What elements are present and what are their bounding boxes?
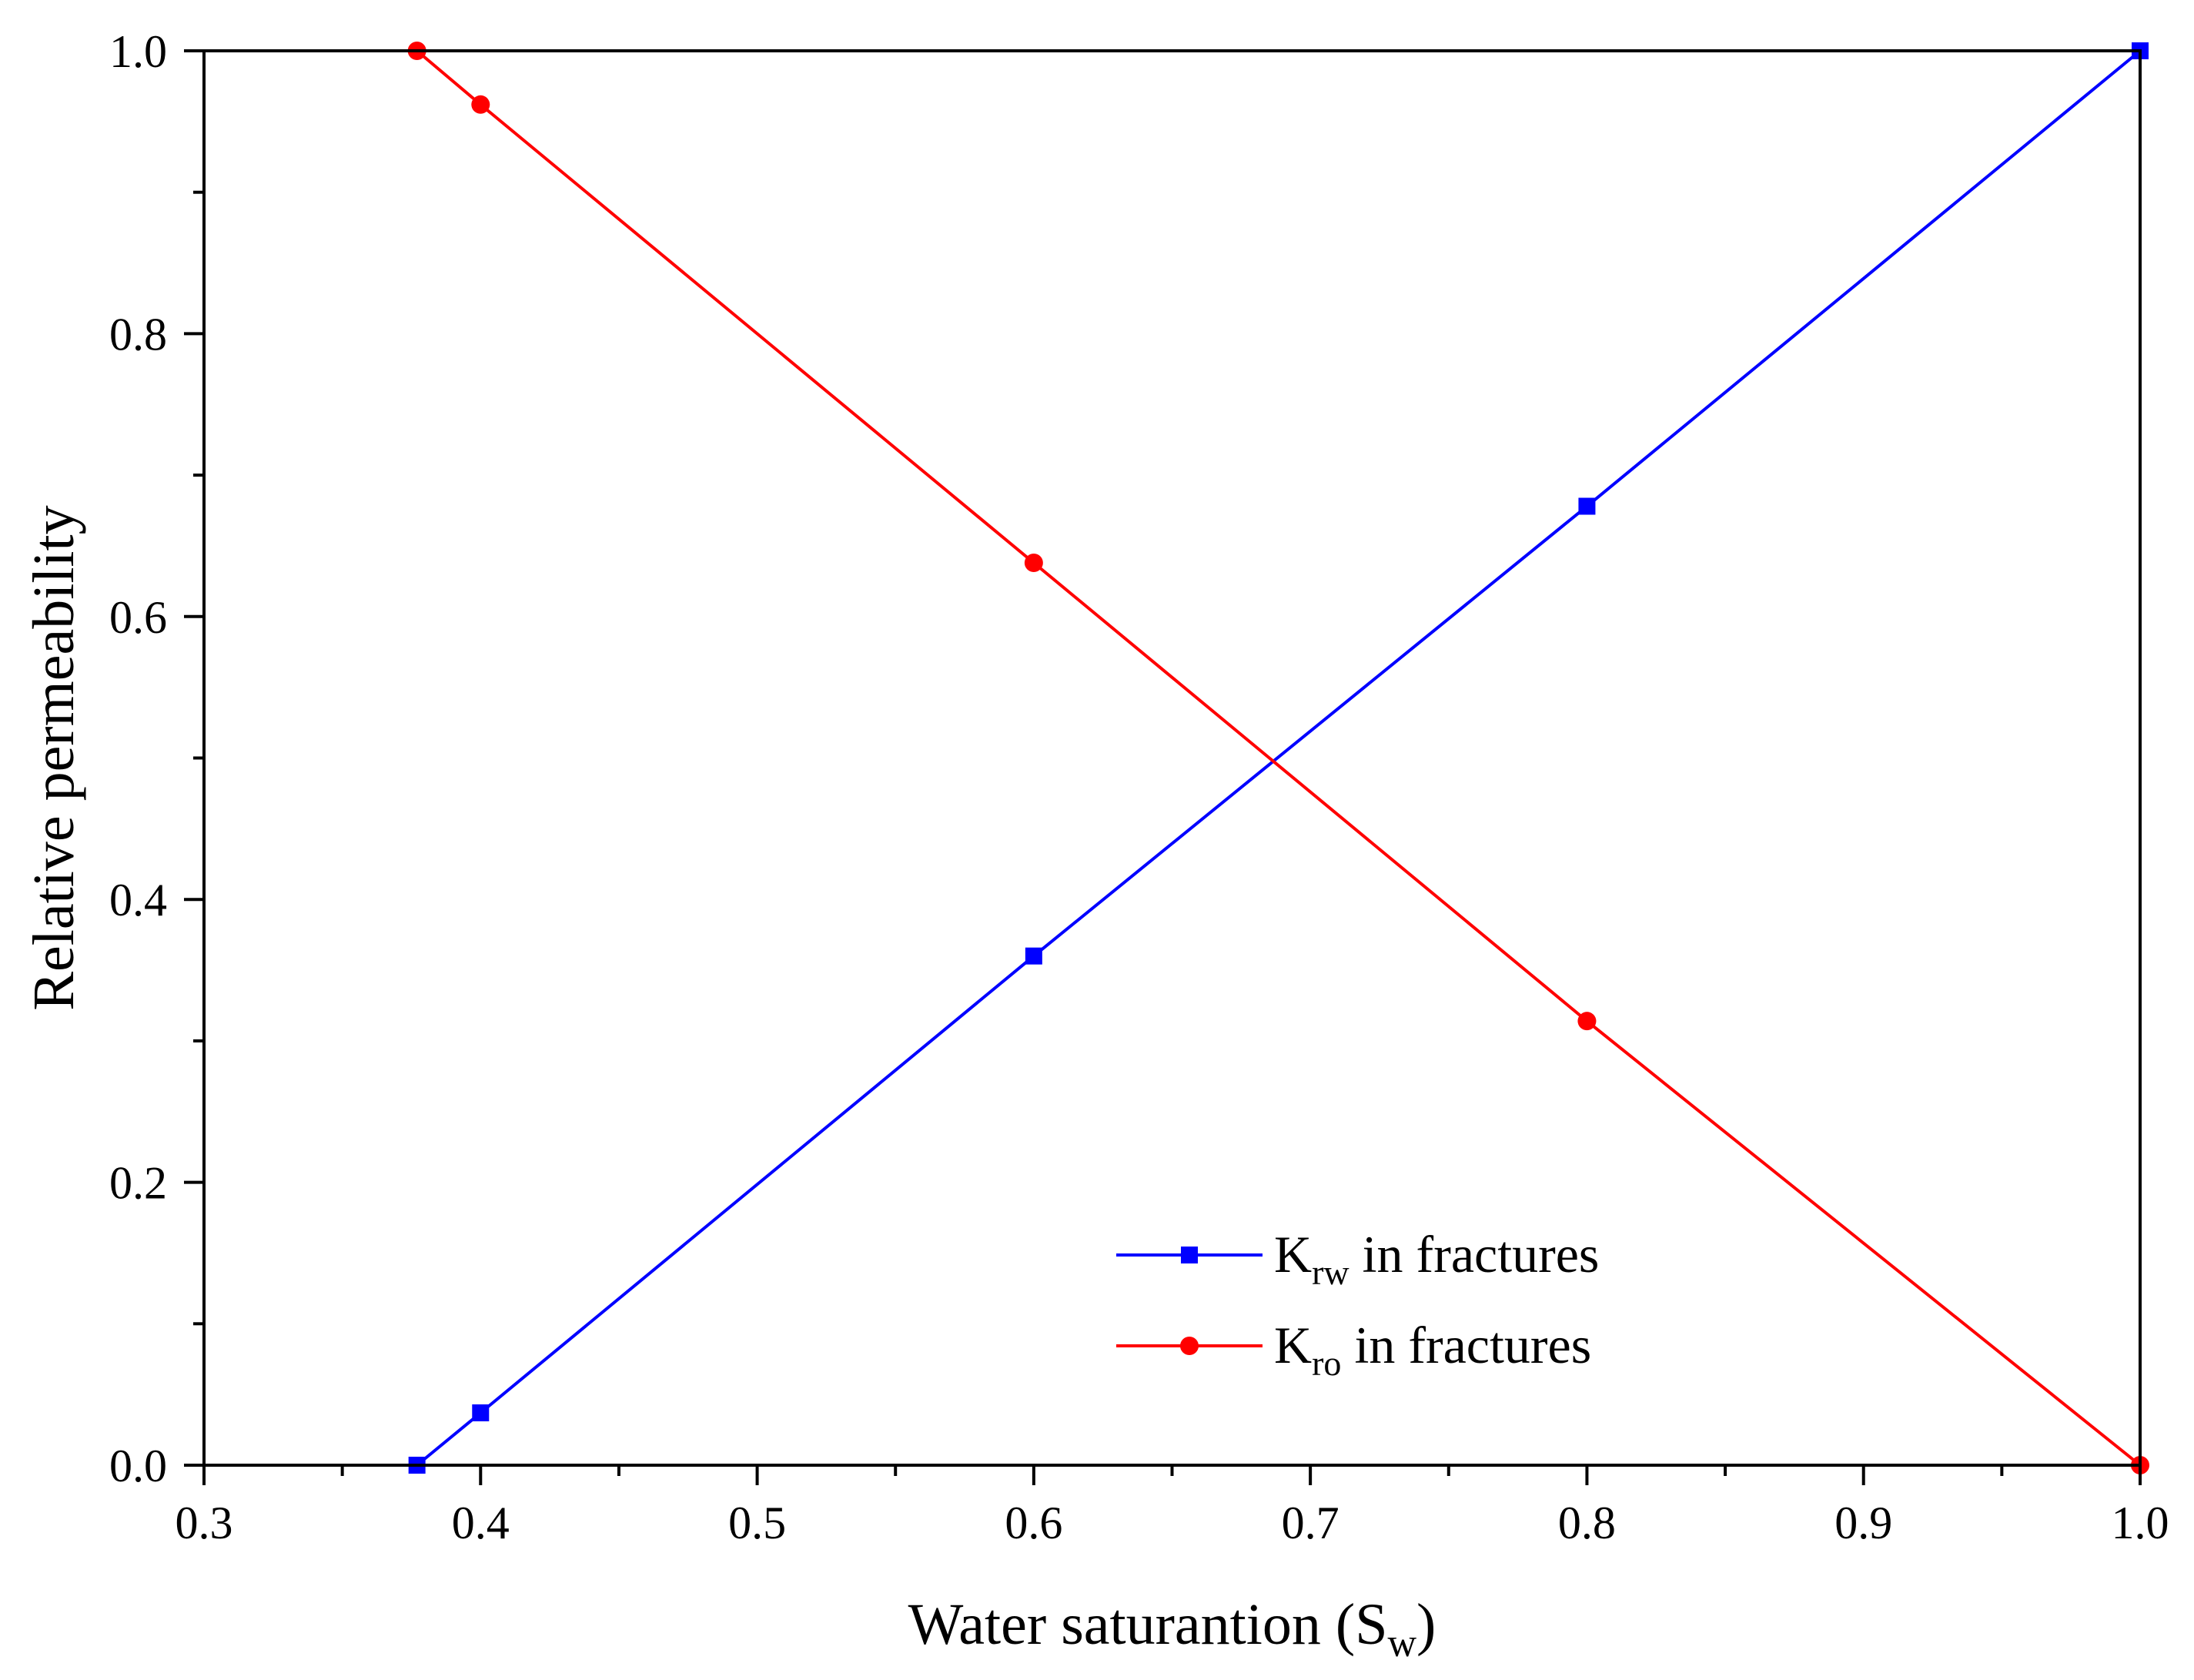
x-tick-label: 0.3 [176, 1498, 233, 1548]
data-point [1577, 1012, 1597, 1031]
y-axis-title: Relative permeability [22, 505, 86, 1010]
legend-label: Kro in fractures [1274, 1316, 1591, 1383]
legend-item: Krw in fractures [1116, 1225, 1599, 1292]
y-tick-label: 0.0 [109, 1441, 167, 1491]
y-tick-label: 1.0 [109, 26, 167, 77]
legend-label-tail: in fractures [1350, 1225, 1600, 1283]
data-point [472, 1404, 490, 1422]
legend-label-main: K [1274, 1316, 1312, 1374]
data-point [1578, 497, 1596, 515]
legend-label-sub: ro [1312, 1344, 1341, 1383]
x-tick-label: 0.8 [1558, 1498, 1616, 1548]
x-axis-title-sub: w [1387, 1621, 1416, 1665]
legend-label: Krw in fractures [1274, 1225, 1599, 1292]
legend-label-main: K [1274, 1225, 1312, 1283]
x-tick-label: 0.5 [728, 1498, 786, 1548]
y-tick-label: 0.6 [109, 592, 167, 643]
x-tick-label: 1.0 [2112, 1498, 2169, 1548]
x-axis-title: Water saturantion (Sw) [908, 1592, 1436, 1665]
y-tick-label: 0.4 [109, 875, 167, 925]
data-point [1025, 947, 1042, 965]
x-tick-label: 0.9 [1834, 1498, 1892, 1548]
x-axis-title-tail: ) [1416, 1592, 1436, 1657]
axis-layer: 0.3 0.4 0.5 0.6 0.7 0.8 0.9 1.0 0.0 0.2 0.4 0.6 0.8 1… [109, 26, 2169, 1548]
legend-item: Kro in fractures [1116, 1316, 1591, 1383]
x-tick-label: 0.7 [1282, 1498, 1339, 1548]
legend-label-sub: rw [1312, 1253, 1350, 1292]
series-kro [407, 42, 2149, 1474]
y-tick-label: 0.2 [109, 1158, 167, 1209]
legend-marker [1181, 1247, 1198, 1263]
x-tick-label: 0.4 [452, 1498, 510, 1548]
data-point [471, 95, 490, 114]
x-axis-title-main: Water saturantion (S [908, 1592, 1388, 1657]
series-layer [407, 42, 2149, 1474]
x-tick-label: 0.6 [1005, 1498, 1062, 1548]
legend-marker [1180, 1337, 1199, 1355]
y-tick-label: 0.8 [109, 309, 167, 360]
legend-label-tail: in fractures [1341, 1316, 1591, 1374]
data-point [1024, 553, 1043, 572]
